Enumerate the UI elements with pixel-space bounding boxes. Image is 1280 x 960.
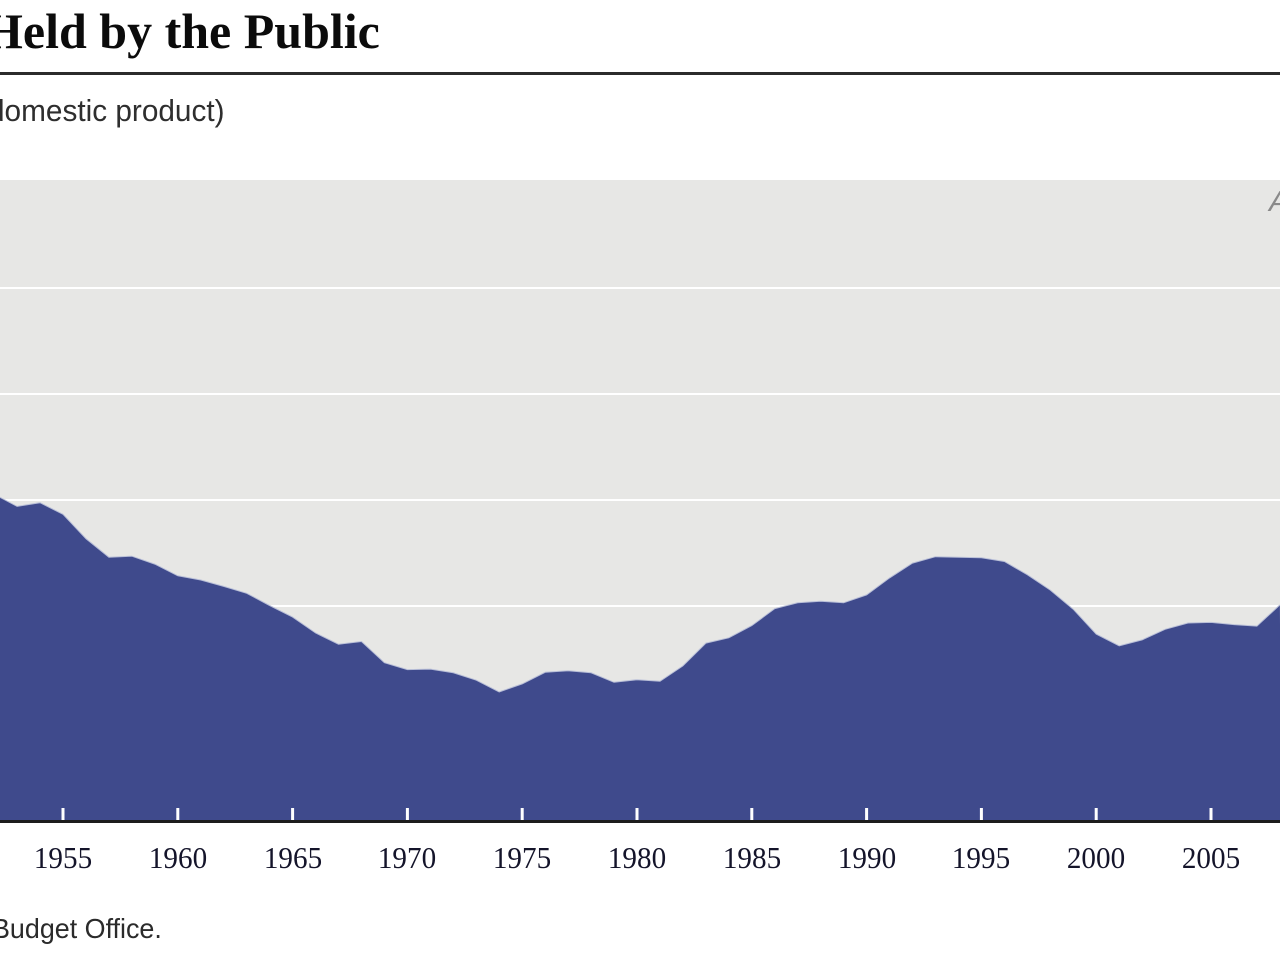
- title-divider-rule: [0, 72, 1280, 75]
- tick-1995: [979, 808, 983, 820]
- actual-label-cropped: Actual: [1269, 186, 1280, 219]
- tick-1975: [520, 808, 524, 820]
- x-axis-label-1985: 1985: [722, 840, 782, 875]
- gridline-60pct: [0, 499, 1280, 501]
- tick-2000: [1094, 808, 1098, 820]
- x-axis-label-1975: 1975: [492, 840, 552, 875]
- x-axis-label-2000: 2000: [1066, 840, 1126, 875]
- x-axis-line: [0, 820, 1280, 823]
- tick-1985: [750, 808, 754, 820]
- gridline-100pct: [0, 287, 1280, 289]
- chart-subtitle: domestic product): [0, 93, 225, 128]
- chart-title: Held by the Public: [0, 3, 380, 59]
- x-axis-label-1980: 1980: [607, 840, 667, 875]
- gridline-40pct: [0, 605, 1280, 607]
- x-axis-ticks: [61, 808, 1213, 820]
- tick-1955: [61, 808, 65, 820]
- x-axis-label-1995: 1995: [951, 840, 1011, 875]
- x-axis-labels: 1955 1960 1965 1970 1975 1980 1985 1990 1995 2000…: [0, 840, 1280, 882]
- x-axis-label-1955: 1955: [33, 840, 93, 875]
- x-axis-label-1990: 1990: [837, 840, 897, 875]
- debt-area-chart: [0, 496, 1280, 823]
- tick-1965: [291, 808, 295, 820]
- debt-area-top-edge: [0, 496, 1280, 693]
- x-axis-label-1965: 1965: [263, 840, 323, 875]
- tick-1990: [865, 808, 869, 820]
- gridline-80pct: [0, 393, 1280, 395]
- tick-1960: [176, 808, 180, 820]
- source-note: Budget Office.: [0, 913, 162, 944]
- x-axis-label-1960: 1960: [148, 840, 208, 875]
- tick-2005: [1209, 808, 1213, 820]
- x-axis-label-1970: 1970: [377, 840, 437, 875]
- x-axis-label-2005: 2005: [1181, 840, 1241, 875]
- plot-area: Actual: [0, 180, 1280, 823]
- tick-1970: [405, 808, 409, 820]
- tick-1980: [635, 808, 639, 820]
- debt-area-shape: [0, 497, 1280, 823]
